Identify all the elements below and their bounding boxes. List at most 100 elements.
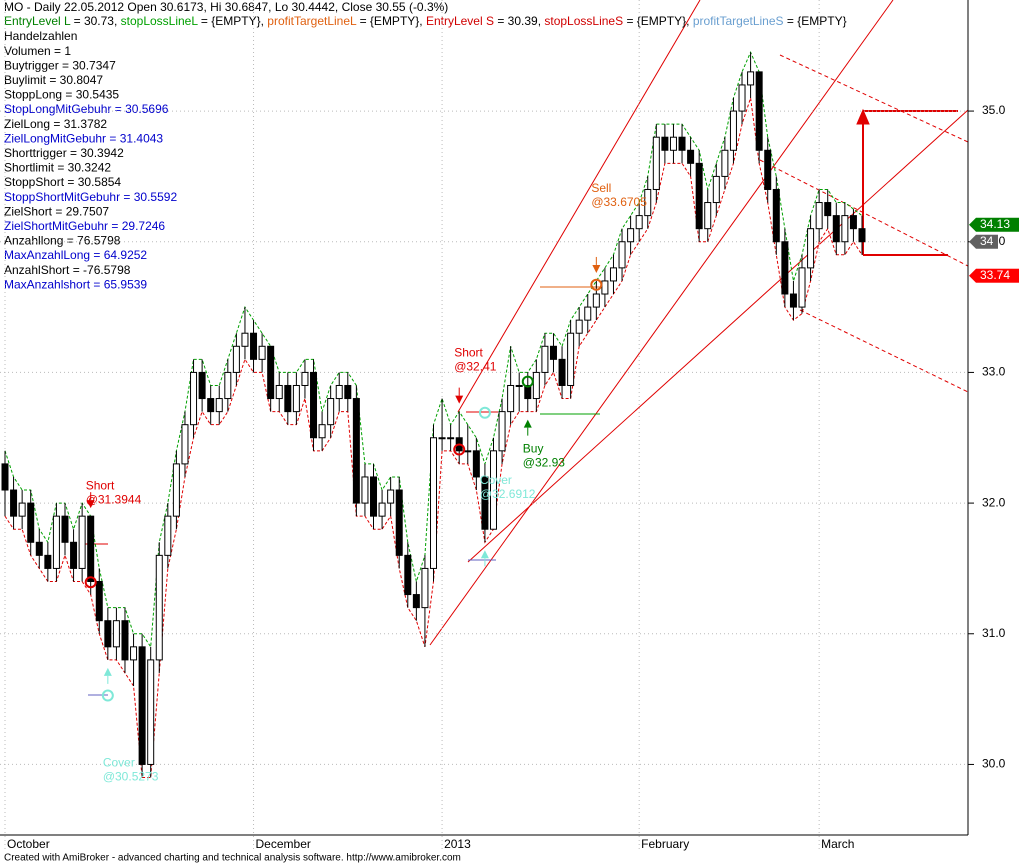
candle-body bbox=[147, 659, 155, 765]
level-part: = {EMPTY}, bbox=[623, 14, 693, 28]
x-tick-label: December bbox=[256, 837, 311, 851]
price-label-pointer bbox=[969, 268, 976, 283]
candle-body bbox=[275, 384, 283, 400]
candle-body bbox=[481, 476, 489, 530]
param-line: StoppLong = 30.5435 bbox=[4, 88, 119, 102]
signal-arrow bbox=[103, 667, 112, 676]
candle-body bbox=[472, 450, 480, 478]
candle-body bbox=[164, 515, 172, 556]
param-line: Shortlimit = 30.3242 bbox=[4, 161, 111, 175]
candle-body bbox=[318, 424, 326, 439]
channel-line bbox=[457, 0, 701, 413]
footer: Created with AmiBroker - advanced charti… bbox=[4, 853, 461, 864]
candle-body bbox=[378, 502, 386, 517]
candle-body bbox=[130, 646, 138, 661]
level-part: EntryLevel L bbox=[4, 14, 71, 28]
candle-body bbox=[138, 646, 146, 765]
candle-body bbox=[155, 554, 163, 661]
candle-body bbox=[721, 149, 729, 177]
price-label: 34.13 bbox=[980, 217, 1010, 231]
y-tick-label: 31.0 bbox=[982, 626, 1006, 640]
candle-body bbox=[250, 332, 258, 360]
candle-body bbox=[352, 398, 360, 504]
candle-body bbox=[592, 293, 600, 308]
candle-body bbox=[524, 384, 532, 400]
param-line: StopLongMitGebuhr = 30.5696 bbox=[4, 102, 169, 116]
candle-body bbox=[575, 319, 583, 334]
candle-body bbox=[841, 215, 849, 243]
candle-body bbox=[438, 437, 446, 440]
candle-body bbox=[335, 384, 343, 400]
candle-body bbox=[198, 371, 206, 400]
y-tick-label: 30.0 bbox=[982, 757, 1006, 771]
candle-body bbox=[858, 228, 866, 243]
candle-body bbox=[181, 424, 189, 465]
candle-body bbox=[729, 110, 737, 151]
param-line: AnzahlShort = -76.5798 bbox=[4, 263, 131, 277]
candle-body bbox=[815, 202, 823, 230]
signal-label: Short bbox=[86, 478, 115, 492]
candle-body bbox=[567, 332, 575, 386]
target-arrowhead bbox=[856, 108, 870, 125]
candle-body bbox=[241, 332, 249, 347]
candle-body bbox=[738, 84, 746, 112]
candle-body bbox=[301, 371, 309, 386]
level-part: = {EMPTY}, bbox=[198, 14, 268, 28]
candle-body bbox=[190, 371, 198, 426]
signal-price-label: @33.6705 bbox=[591, 195, 647, 209]
candle-body bbox=[430, 437, 437, 569]
candle-body bbox=[618, 241, 626, 269]
candle-body bbox=[849, 215, 857, 230]
candle-body bbox=[344, 384, 352, 400]
candle-body bbox=[284, 384, 292, 413]
signal-arrow bbox=[592, 264, 601, 273]
signal-price-label: @32.93 bbox=[523, 456, 566, 470]
candle-body bbox=[789, 293, 797, 308]
candle-body bbox=[747, 71, 755, 86]
candle-body bbox=[267, 345, 275, 400]
candle-body bbox=[644, 188, 652, 217]
candle-body bbox=[404, 554, 412, 596]
level-part: profitTargetLineS bbox=[693, 14, 784, 28]
level-part: stopLossLineS bbox=[544, 14, 623, 28]
level-part: EntryLevel S bbox=[426, 14, 494, 28]
signal-price bbox=[453, 443, 466, 456]
price-label-pointer bbox=[969, 217, 976, 232]
candle-body bbox=[35, 541, 43, 556]
price-label: 34 bbox=[980, 234, 994, 248]
candle-body bbox=[215, 398, 223, 413]
y-tick-label: 35.0 bbox=[982, 103, 1006, 117]
signal-price bbox=[478, 406, 491, 419]
candle-body bbox=[798, 267, 806, 308]
candle-body bbox=[361, 476, 369, 504]
param-line: Volumen = 1 bbox=[4, 44, 71, 58]
level-part: = 30.73, bbox=[70, 14, 120, 28]
candle-body bbox=[224, 371, 232, 400]
price-label: 33.74 bbox=[980, 268, 1010, 282]
candle-body bbox=[687, 149, 695, 164]
level-part: stopLossLineL bbox=[121, 14, 199, 28]
regression-line bbox=[799, 309, 969, 393]
candle-body bbox=[781, 241, 789, 295]
signal-label: Sell bbox=[591, 181, 611, 195]
signal-label: Cover bbox=[103, 756, 135, 770]
regression-line bbox=[759, 159, 969, 267]
param-line: Buytrigger = 30.7347 bbox=[4, 58, 116, 72]
param-line: Shorttrigger = 30.3942 bbox=[4, 146, 124, 160]
candle-body bbox=[412, 594, 420, 609]
channel-line bbox=[467, 109, 969, 563]
candle-body bbox=[601, 280, 609, 295]
candle-body bbox=[104, 620, 112, 648]
candle-body bbox=[807, 228, 815, 269]
candle-body bbox=[52, 515, 60, 569]
signal-arrow bbox=[480, 550, 489, 559]
signal-price-label: @32.41 bbox=[454, 360, 497, 374]
signal-price-label: @32.6912 bbox=[480, 487, 536, 501]
header-levels: EntryLevel L = 30.73, stopLossLineL = {E… bbox=[4, 14, 847, 28]
channel-line bbox=[429, 0, 894, 646]
x-tick-label: March bbox=[821, 837, 854, 851]
x-tick-label: 2013 bbox=[444, 837, 471, 851]
candle-body bbox=[678, 136, 686, 151]
